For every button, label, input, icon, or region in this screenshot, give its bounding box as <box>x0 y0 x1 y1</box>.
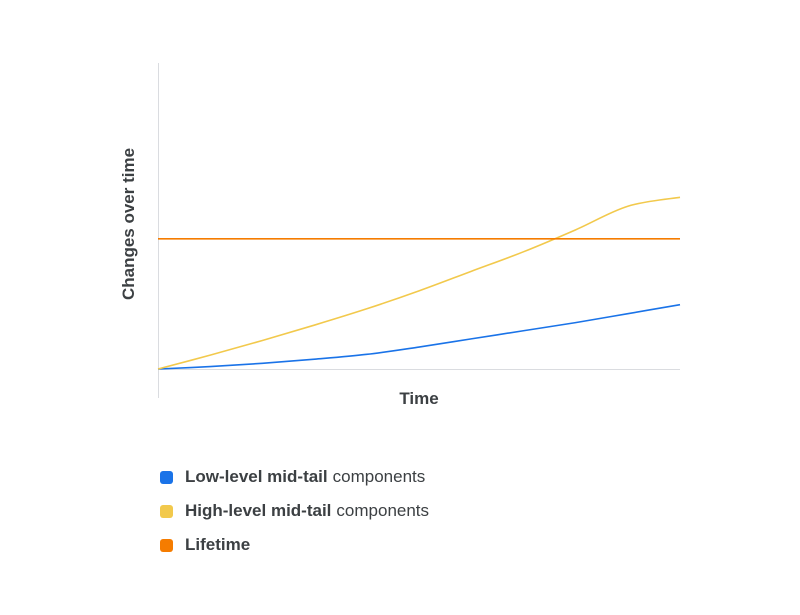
legend-item[interactable]: Low-level mid-tail components <box>160 460 429 494</box>
legend-label-bold: High-level mid-tail <box>185 501 332 520</box>
y-axis-title: Changes over time <box>119 148 138 300</box>
legend-swatch <box>160 538 173 552</box>
legend-label-bold: Low-level mid-tail <box>185 467 328 486</box>
legend-label-normal: components <box>332 467 426 486</box>
legend: Low-level mid-tail components High-level… <box>160 460 429 562</box>
legend-item[interactable]: Lifetime <box>160 528 429 562</box>
legend-label-normal: components <box>336 501 430 520</box>
legend-item[interactable]: High-level mid-tail components <box>160 494 429 528</box>
legend-swatch <box>160 504 173 518</box>
series-line <box>157 303 681 370</box>
legend-swatch <box>160 470 173 484</box>
series-line <box>157 196 681 370</box>
x-axis-title: Time <box>399 389 438 408</box>
series-layer <box>157 196 681 370</box>
legend-label-bold: Lifetime <box>185 535 251 554</box>
